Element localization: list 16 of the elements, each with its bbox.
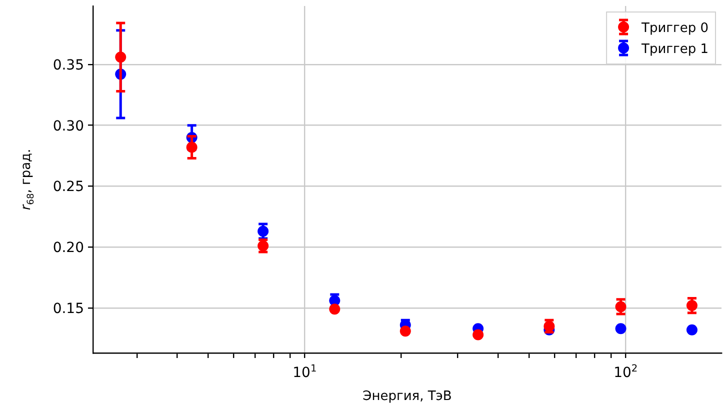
point	[615, 323, 626, 334]
y-tick-label: 0.30	[52, 118, 84, 134]
x-axis-title: Энергия, ТэВ	[362, 389, 452, 404]
y-tick-label: 0.20	[52, 240, 84, 256]
point	[472, 329, 484, 340]
y-tick-label: 0.35	[52, 57, 84, 74]
legend-label: Триггер 1	[640, 42, 709, 57]
point	[329, 304, 340, 315]
y-tick-label: 0.25	[52, 179, 84, 196]
point	[686, 324, 698, 336]
point	[400, 326, 411, 337]
y-tick-label: 0.15	[52, 300, 84, 317]
legend-label: Триггер 0	[640, 21, 709, 36]
point	[186, 142, 198, 153]
point	[115, 52, 126, 63]
y-axis-title: r68, град.	[19, 148, 36, 210]
